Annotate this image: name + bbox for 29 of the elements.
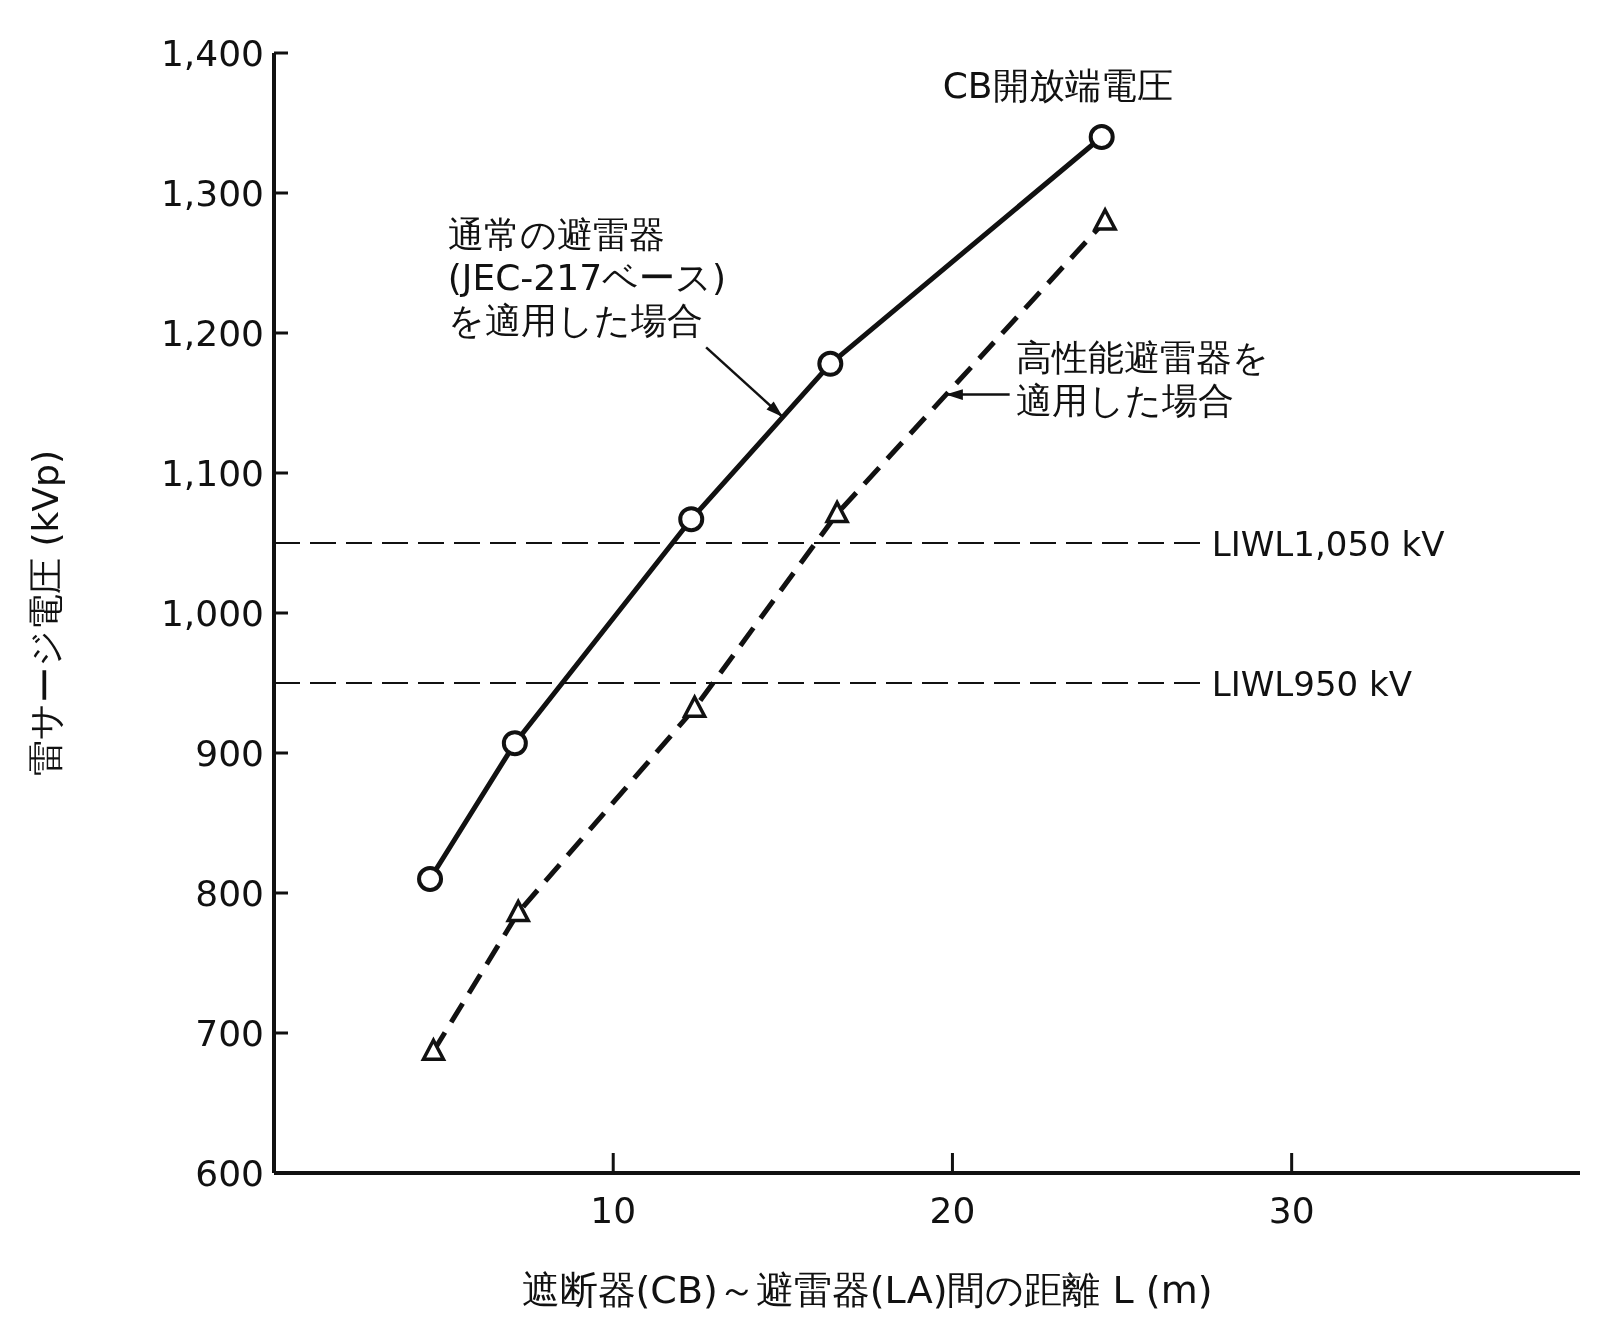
y-tick-label: 600 <box>195 1153 264 1194</box>
chart-title: CB開放端電圧 <box>942 65 1173 106</box>
x-tick-label: 30 <box>1268 1190 1315 1231</box>
y-tick-label: 800 <box>195 873 264 914</box>
point <box>1093 208 1117 231</box>
point <box>1088 124 1115 150</box>
y-tick-label: 1,400 <box>160 33 264 74</box>
y-tick-label: 700 <box>195 1013 264 1054</box>
point <box>417 866 444 892</box>
y-tick-label: 1,200 <box>160 313 264 354</box>
x-tick-label: 10 <box>590 1190 637 1231</box>
point <box>824 498 850 524</box>
point <box>678 506 705 533</box>
point <box>501 730 528 757</box>
point <box>817 350 844 377</box>
annotation: 通常の避雷器 (JEC-217ベース) を適用した場合 <box>447 214 727 342</box>
ref-line-label: LIWL950 kV <box>1211 664 1412 704</box>
ref-line-label: LIWL1,050 kV <box>1211 524 1445 564</box>
y-tick-label: 1,300 <box>160 173 264 214</box>
y-tick-label: 1,000 <box>160 593 264 634</box>
point <box>505 897 531 923</box>
point <box>421 1038 446 1061</box>
annotation: 高性能避雷器を適用した場合 <box>1015 336 1269 421</box>
y-tick-label: 900 <box>195 733 264 774</box>
y-tick-label: 1,100 <box>160 453 264 494</box>
y-axis-title: 雷サージ電圧 (kVp) <box>25 450 66 776</box>
x-axis-title: 遮断器(CB)～避雷器(LA)間の距離 L (m) <box>521 1268 1213 1312</box>
point <box>682 695 707 718</box>
x-tick-label: 20 <box>929 1190 976 1231</box>
